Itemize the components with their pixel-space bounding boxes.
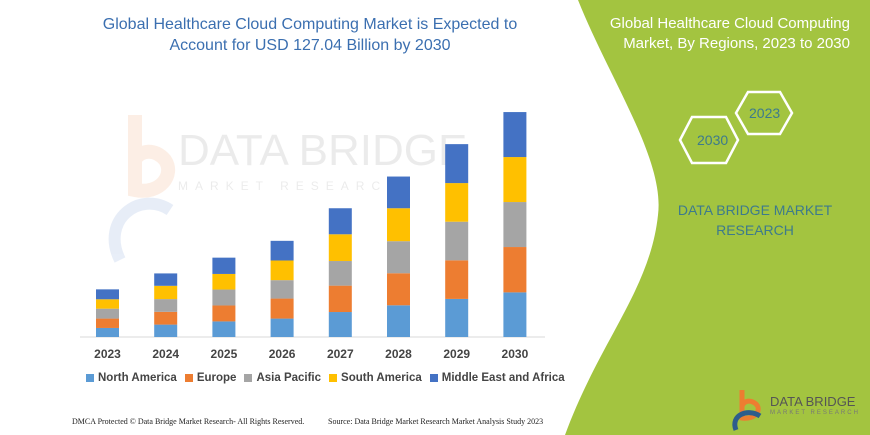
bar-segment-asia-pacific-2025 [212,289,236,306]
legend: North America Europe Asia Pacific South … [86,372,565,384]
bar-segment-europe-2026 [270,298,294,319]
bar-segment-middle-east-and-africa-2024 [154,273,178,286]
legend-swatch [244,374,253,382]
bar-segment-north-america-2023 [96,327,119,337]
bar-segment-south-america-2023 [96,299,119,309]
bar-segment-europe-2027 [328,285,352,313]
bar-segment-europe-2024 [154,311,178,325]
bar-segment-asia-pacific-2023 [96,308,119,319]
legend-item: North America [86,372,177,384]
bar-segment-europe-2030 [503,247,527,293]
bar-segment-asia-pacific-2024 [154,299,178,312]
bar-segment-asia-pacific-2029 [445,221,469,261]
bar-segment-europe-2023 [96,318,119,328]
bar-segment-middle-east-and-africa-2023 [96,289,119,300]
bar-segment-north-america-2027 [328,312,352,337]
bar-segment-asia-pacific-2030 [503,202,527,248]
legend-item: Middle East and Africa [429,372,565,384]
bar-segment-south-america-2024 [154,285,178,300]
x-tick-labels: 2023 2024 2025 2026 2027 2028 2029 2030 [94,347,528,361]
hex-label-2030: 2030 [697,132,729,148]
svg-text:DATA BRIDGE: DATA BRIDGE [178,126,467,175]
x-tick-label: 2024 [152,347,179,361]
legend-item: South America [329,372,422,384]
logo-icon [732,390,762,431]
x-tick-label: 2025 [211,347,238,361]
hexagon-2030 [678,115,740,165]
legend-label: Europe [196,372,237,384]
legend-label: North America [98,372,177,384]
bar-segment-europe-2025 [212,305,236,322]
bars-group [96,112,527,337]
legend-swatch [329,374,338,382]
bar-segment-north-america-2028 [387,305,410,337]
hexagon-2023 [734,90,794,136]
legend-swatch [86,374,94,382]
bar-segment-middle-east-and-africa-2027 [328,208,352,235]
x-tick-label: 2027 [327,347,354,361]
watermark-logo: DATA BRIDGE MARKET RESEARCH [108,115,467,263]
bar-segment-europe-2028 [387,273,410,306]
legend-swatch [429,374,438,382]
bar-segment-north-america-2030 [503,292,527,337]
legend-label: Asia Pacific [256,372,322,384]
bar-segment-asia-pacific-2026 [270,280,294,299]
bar-segment-middle-east-and-africa-2028 [387,176,410,209]
logo-text: DATA BRIDGE [770,394,856,409]
bar-segment-middle-east-and-africa-2025 [212,257,236,274]
x-tick-label: 2026 [269,347,296,361]
logo-subtext: MARKET RESEARCH [770,410,860,416]
bar-segment-south-america-2030 [503,157,527,203]
bar-segment-south-america-2028 [387,208,410,242]
bar-segment-south-america-2026 [270,260,294,281]
bar-segment-middle-east-and-africa-2029 [445,144,469,184]
x-tick-label: 2028 [385,347,412,361]
chart-title: Global Healthcare Cloud Computing Market… [102,16,518,54]
legend-label: Middle East and Africa [441,372,565,384]
bar-segment-middle-east-and-africa-2030 [503,112,527,158]
footer-source: Source: Data Bridge Market Research Mark… [328,417,544,426]
bar-segment-north-america-2025 [212,321,236,337]
side-panel-title: Global Healthcare Cloud Computing Market… [609,15,850,52]
bar-segment-middle-east-and-africa-2026 [270,240,294,261]
svg-text:MARKET RESEARCH: MARKET RESEARCH [178,179,403,193]
bar-segment-north-america-2026 [270,318,294,337]
legend-label: South America [341,372,422,384]
bar-segment-europe-2029 [445,260,469,299]
x-tick-label: 2023 [94,347,121,361]
hex-label-2023: 2023 [749,105,781,121]
bar-segment-south-america-2025 [212,273,236,290]
green-panel [565,0,870,435]
footer-copyright: DMCA Protected © Data Bridge Market Rese… [72,417,305,426]
side-panel-brand: DATA BRIDGE MARKET RESEARCH [677,202,833,238]
x-tick-label: 2030 [502,347,529,361]
bar-segment-asia-pacific-2028 [387,241,410,274]
bar-segment-north-america-2024 [154,324,178,337]
legend-item: Asia Pacific [244,372,321,384]
bar-segment-south-america-2029 [445,183,469,222]
legend-swatch [184,374,193,382]
bar-segment-north-america-2029 [445,298,469,337]
x-tick-label: 2029 [443,347,470,361]
bar-segment-asia-pacific-2027 [328,261,352,286]
bar-segment-south-america-2027 [328,234,352,262]
legend-item: Europe [184,372,237,384]
